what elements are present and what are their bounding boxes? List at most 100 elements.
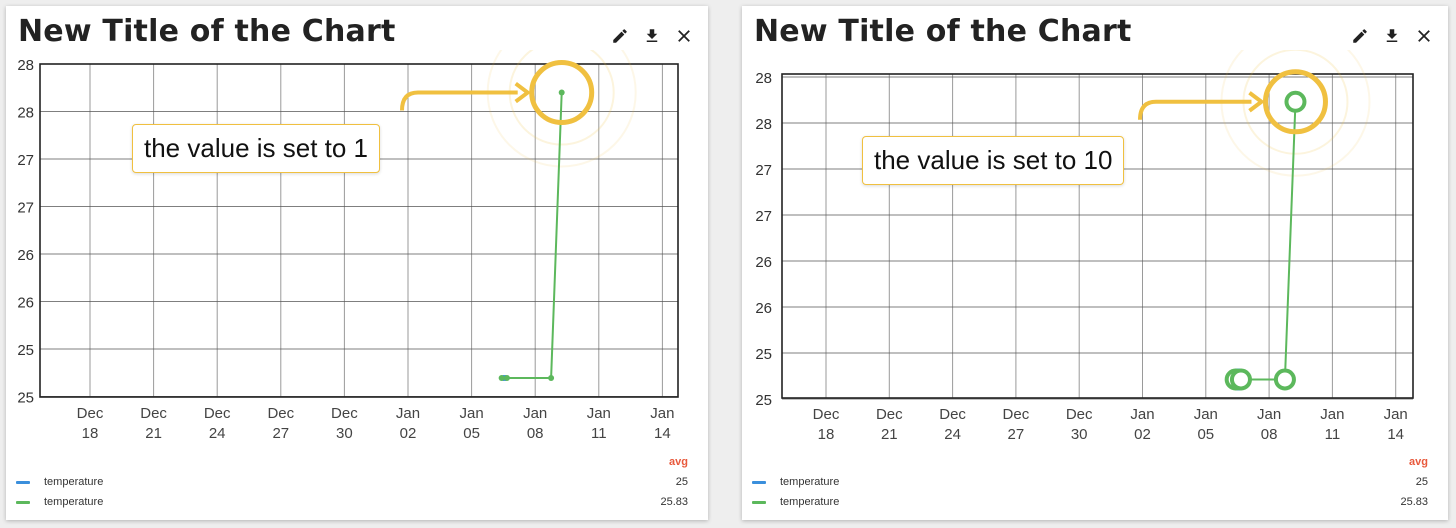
- y-tick-label: 26: [17, 247, 34, 264]
- legend-item-label: temperature: [780, 476, 840, 488]
- legend: avg temperature 25 temperature 25.83: [752, 456, 1428, 512]
- x-tick-label: Jan: [460, 405, 484, 422]
- x-tick-label: Dec: [939, 406, 966, 423]
- y-tick-label: 26: [755, 300, 772, 317]
- legend-swatch: [16, 480, 30, 484]
- x-tick-label: 18: [82, 425, 99, 442]
- close-icon[interactable]: [674, 26, 694, 46]
- x-tick-label: Jan: [650, 405, 674, 422]
- x-tick-label: Jan: [587, 405, 611, 422]
- legend-avg-header: avg: [669, 456, 688, 468]
- legend-item[interactable]: temperature 25: [752, 472, 1428, 492]
- x-tick-label: Dec: [204, 405, 231, 422]
- data-point: [548, 374, 555, 381]
- chart-title: New Title of the Chart: [754, 14, 1132, 49]
- y-tick-label: 28: [17, 105, 34, 122]
- x-tick-label: 02: [400, 425, 417, 442]
- x-tick-label: 21: [145, 425, 162, 442]
- download-icon[interactable]: [1382, 26, 1402, 46]
- x-tick-label: 24: [944, 426, 961, 443]
- x-tick-label: Jan: [523, 405, 547, 422]
- close-icon[interactable]: [1414, 26, 1434, 46]
- y-tick-label: 28: [755, 116, 772, 133]
- y-tick-label: 27: [755, 208, 772, 225]
- x-tick-label: Jan: [1384, 406, 1408, 423]
- x-tick-label: 24: [209, 425, 226, 442]
- y-tick-label: 26: [755, 254, 772, 271]
- y-tick-label: 25: [17, 390, 34, 407]
- legend-item[interactable]: temperature 25: [16, 472, 688, 492]
- chart-panel: New Title of the Chart 28 28 27 27 26 26 25 25 D…: [742, 6, 1448, 520]
- y-tick-label: 28: [755, 70, 772, 87]
- x-tick-label: 08: [527, 425, 544, 442]
- chart-title: New Title of the Chart: [18, 14, 396, 49]
- x-tick-label: 05: [463, 425, 480, 442]
- x-tick-label: 08: [1261, 426, 1278, 443]
- x-tick-label: Dec: [77, 405, 104, 422]
- annotation-arrow: [400, 90, 518, 111]
- pencil-icon[interactable]: [1350, 26, 1370, 46]
- legend-item-avg: 25.83: [660, 496, 688, 508]
- chart-toolbar: [610, 26, 694, 46]
- x-tick-label: 11: [1325, 426, 1341, 443]
- x-tick-label: Jan: [1130, 406, 1154, 423]
- data-point: [1229, 368, 1252, 391]
- x-tick-label: 30: [1071, 426, 1088, 443]
- data-point: [1284, 90, 1307, 113]
- legend-swatch: [752, 480, 766, 484]
- y-tick-label: 27: [17, 152, 34, 169]
- x-tick-label: Dec: [1003, 406, 1030, 423]
- x-tick-label: 27: [272, 425, 289, 442]
- legend-item-label: temperature: [44, 476, 104, 488]
- x-tick-label: Jan: [396, 405, 420, 422]
- x-tick-label: Dec: [140, 405, 167, 422]
- download-icon[interactable]: [642, 26, 662, 46]
- x-tick-label: 18: [818, 426, 835, 443]
- pencil-icon[interactable]: [610, 26, 630, 46]
- plot-frame: [781, 73, 1414, 399]
- x-tick-label: 27: [1008, 426, 1025, 443]
- x-tick-label: Dec: [1066, 406, 1093, 423]
- legend-item-label: temperature: [780, 496, 840, 508]
- x-tick-label: 30: [336, 425, 353, 442]
- y-tick-label: 26: [17, 295, 34, 312]
- annotation-callout: the value is set to 1: [132, 124, 381, 173]
- x-tick-label: 02: [1134, 426, 1151, 443]
- x-tick-label: Dec: [813, 406, 840, 423]
- x-tick-label: 11: [591, 425, 607, 442]
- legend-item[interactable]: temperature 25.83: [752, 492, 1428, 512]
- highlight-ring: [1262, 69, 1328, 135]
- highlight-ring: [529, 60, 595, 126]
- x-tick-label: 21: [881, 426, 898, 443]
- annotation-callout: the value is set to 10: [862, 136, 1125, 185]
- legend-item-label: temperature: [44, 496, 104, 508]
- x-tick-label: Dec: [331, 405, 358, 422]
- legend-swatch: [752, 500, 766, 504]
- data-point: [558, 89, 565, 96]
- x-tick-label: 14: [1387, 426, 1404, 443]
- y-tick-label: 25: [17, 342, 34, 359]
- x-tick-label: Dec: [876, 406, 903, 423]
- y-tick-label: 25: [755, 346, 772, 363]
- y-tick-label: 27: [755, 162, 772, 179]
- legend-item-avg: 25.83: [1400, 496, 1428, 508]
- annotation-arrow: [1138, 99, 1252, 120]
- x-tick-label: Jan: [1257, 406, 1281, 423]
- annotation-arrowhead: [1248, 91, 1264, 113]
- annotation-arrowhead: [514, 81, 530, 104]
- plot-area: 28 28 27 27 26 26 25 25 Dec 18 Dec 21 Dec 24 Dec 27 Dec 3…: [755, 50, 1414, 443]
- chart-toolbar: [1350, 26, 1434, 46]
- legend-item-avg: 25: [1415, 476, 1428, 488]
- data-point: [1273, 368, 1296, 391]
- plot-frame: [39, 63, 679, 398]
- legend-swatch: [16, 500, 30, 504]
- x-tick-label: Jan: [1194, 406, 1218, 423]
- plot-area: 28 28 27 27 26 26 25 25 Dec 18 Dec 21 Dec 24 Dec 27 Dec 3…: [17, 50, 679, 442]
- legend-item[interactable]: temperature 25.83: [16, 492, 688, 512]
- y-tick-label: 28: [17, 57, 34, 74]
- y-tick-label: 25: [755, 392, 772, 409]
- legend-avg-header: avg: [1409, 456, 1428, 468]
- data-point: [503, 374, 510, 381]
- legend: avg temperature 25 temperature 25.83: [16, 456, 688, 512]
- x-tick-label: Jan: [1320, 406, 1344, 423]
